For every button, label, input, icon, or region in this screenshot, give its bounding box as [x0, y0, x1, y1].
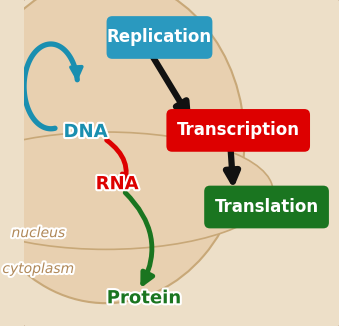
FancyBboxPatch shape: [166, 109, 310, 152]
FancyBboxPatch shape: [106, 16, 213, 59]
Text: cytoplasm: cytoplasm: [2, 262, 74, 276]
Text: DNA: DNA: [63, 123, 107, 141]
Text: Replication: Replication: [107, 28, 212, 47]
Ellipse shape: [0, 132, 273, 249]
FancyBboxPatch shape: [22, 0, 339, 326]
FancyBboxPatch shape: [204, 186, 329, 228]
Text: nucleus: nucleus: [12, 226, 65, 240]
Text: Transcription: Transcription: [177, 121, 300, 140]
Text: Protein: Protein: [107, 289, 181, 307]
Ellipse shape: [0, 0, 244, 303]
Text: RNA: RNA: [96, 175, 138, 193]
Text: Translation: Translation: [215, 198, 319, 216]
